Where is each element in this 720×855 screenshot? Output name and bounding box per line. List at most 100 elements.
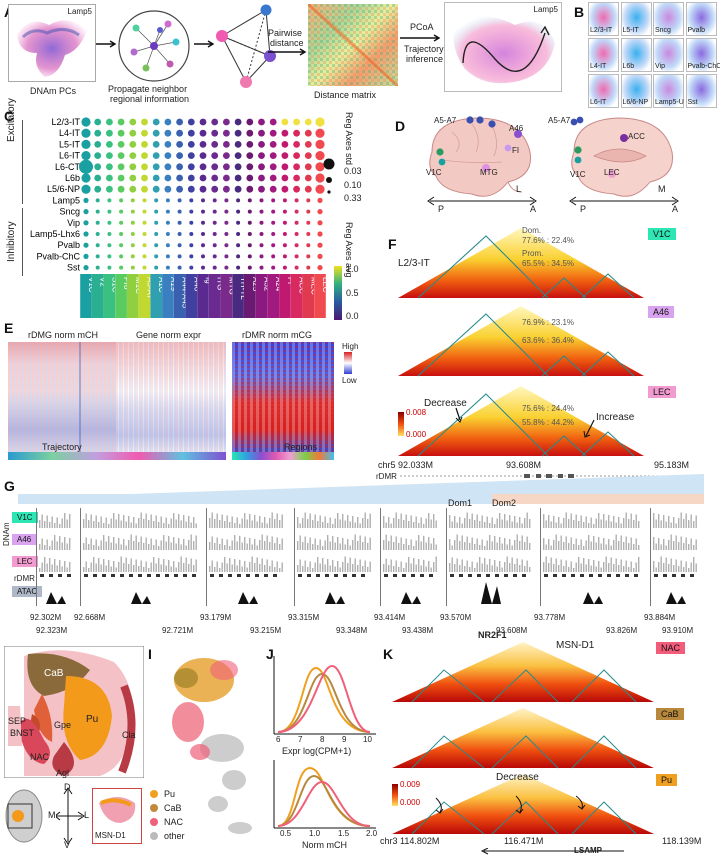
distance-matrix	[308, 4, 398, 86]
g-coord-bot: 93.438M	[402, 626, 434, 635]
c-dot	[107, 232, 112, 236]
c-dot	[152, 163, 160, 171]
c-dot	[315, 184, 325, 194]
c-dot	[236, 220, 241, 225]
f-tag-a46: A46	[648, 306, 675, 318]
c-col-swatch	[279, 274, 291, 318]
c-dot	[304, 129, 312, 137]
f-celltype: L2/3-IT	[398, 258, 430, 269]
c-dot	[258, 129, 265, 137]
c-dot	[258, 152, 265, 159]
c-dot	[177, 243, 182, 248]
k-scale-top: 0.009	[400, 780, 421, 789]
c-dot	[154, 243, 159, 248]
b-umap-label: L5-IT	[622, 27, 639, 34]
brain1-label-v1c: V1C	[426, 168, 442, 177]
j-tick1-0: 6	[276, 735, 281, 744]
c-dot	[199, 185, 207, 193]
brain1-label-fi: FI	[512, 146, 520, 155]
g-track-a46: A46	[12, 534, 37, 545]
c-dot	[211, 118, 219, 126]
c-dot	[223, 152, 230, 159]
arrow-a1	[96, 40, 117, 48]
c-dot	[259, 265, 264, 270]
c-dot	[271, 265, 276, 270]
c-dot	[176, 129, 184, 137]
c-dot	[165, 254, 170, 259]
g-coordinates: 92.302M 92.323M 92.668M 92.721M 93.179M 93.21…	[0, 610, 720, 642]
axis1-a: A	[530, 204, 537, 214]
c-dot	[247, 265, 252, 270]
c-dot	[142, 220, 147, 225]
c-col-swatch	[232, 274, 244, 318]
c-row-label: Pvalb-ChC	[36, 251, 80, 261]
c-dot	[83, 197, 89, 203]
c-col-swatch	[162, 274, 174, 318]
c-dot	[258, 118, 265, 126]
f-scale-bot: 0.000	[406, 430, 427, 439]
h-inset-umap: MSN-D1	[92, 788, 142, 844]
c-row-label: L6-CT	[55, 162, 81, 172]
c-dot	[234, 129, 242, 137]
c-dot	[304, 118, 312, 126]
c-dot	[234, 174, 242, 182]
c-dot	[258, 174, 265, 182]
c-dot	[187, 118, 195, 126]
c-dot	[211, 185, 219, 193]
c-dot	[94, 141, 102, 148]
k-celltype: MSN-D1	[556, 640, 595, 651]
c-dot	[164, 185, 172, 193]
c-row-label: Vip	[67, 218, 80, 228]
c-row-label: Sst	[67, 263, 81, 273]
c-dot	[246, 152, 254, 159]
c-dot	[129, 152, 137, 159]
c-dot	[189, 243, 194, 248]
c-dot	[211, 163, 219, 171]
c-dot	[315, 162, 325, 172]
c-dot	[79, 159, 93, 174]
c-dot	[107, 209, 112, 214]
c-dot	[141, 174, 148, 182]
c-dot	[117, 185, 125, 193]
c-dot	[224, 220, 229, 225]
hic-a46	[398, 306, 644, 377]
c-dot	[247, 198, 252, 203]
c-dot	[246, 174, 254, 182]
c-dot	[187, 185, 195, 193]
c-dot	[282, 265, 287, 270]
c-dot	[107, 265, 112, 270]
c-dot	[282, 209, 287, 214]
c-row-label: L2/3-IT	[51, 117, 80, 127]
c-dot	[271, 220, 276, 225]
c-dot	[212, 220, 217, 225]
c-dot	[259, 220, 264, 225]
c-dot	[211, 141, 219, 148]
axis2-p: P	[580, 204, 587, 214]
c-dot	[224, 265, 229, 270]
c-dot	[129, 141, 137, 148]
b-umap-label: Sst	[687, 99, 698, 106]
g-dom2: Dom2	[492, 498, 517, 508]
c-dot	[117, 129, 125, 137]
axis-pa-1	[427, 196, 537, 206]
c-col-swatch	[220, 274, 233, 318]
distance-matrix-pattern	[308, 4, 398, 86]
group-label-excitatory: Excitatory	[6, 98, 17, 142]
c-dot	[317, 197, 323, 203]
g-coord-top: 93.570M	[440, 613, 472, 622]
axis2-m: M	[658, 184, 666, 194]
c-dot	[315, 151, 325, 161]
c-dot	[199, 141, 207, 148]
c-row-label: L5-IT	[59, 139, 81, 149]
c-col-swatch	[244, 274, 256, 318]
j-tick2-2: 1.5	[338, 829, 350, 838]
f-stat-lec-prom: 55.8% : 44.2%	[522, 418, 575, 427]
b-umap-label: Lamp5-U	[655, 99, 684, 106]
i-legend-pu: Pu	[164, 789, 176, 799]
c-dot	[281, 185, 289, 193]
c-dot	[236, 243, 241, 248]
g-coord-bot: 93.826M	[606, 626, 638, 635]
axis2-a: A	[672, 204, 679, 214]
b-umap-label: L2/3-IT	[590, 27, 613, 34]
f-tag-v1c: V1C	[648, 228, 676, 240]
